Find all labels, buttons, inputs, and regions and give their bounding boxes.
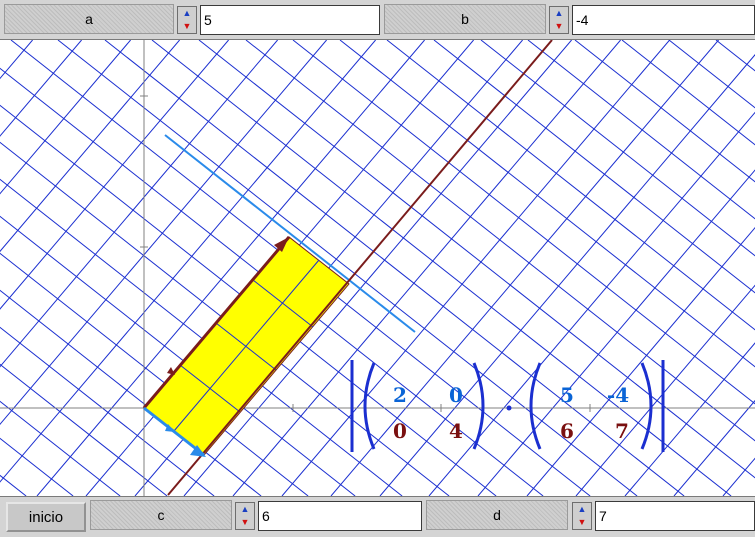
matrix-right-entry-21: 6	[560, 419, 574, 443]
grid-line	[624, 342, 755, 496]
grid-line	[673, 399, 755, 496]
grid-line	[281, 40, 670, 496]
slider-label-b: b	[384, 4, 546, 34]
label-c-text: c	[157, 507, 165, 523]
slider-label-a: a	[4, 4, 174, 34]
x-axis-ticks	[292, 404, 591, 412]
grid-line	[57, 40, 638, 496]
matrix-right-entry-12: -4	[607, 383, 629, 407]
vector-u	[142, 236, 291, 409]
spinner-b-down-icon[interactable]: ▼	[554, 21, 564, 31]
grid-line	[330, 40, 719, 496]
label-a-text: a	[85, 11, 93, 27]
transformed-grid	[0, 40, 755, 496]
grid-line	[292, 40, 755, 405]
grid-line	[527, 40, 755, 220]
grid-line	[0, 40, 180, 253]
vector-v-arrowhead-icon	[190, 445, 206, 457]
grid-line	[621, 40, 755, 146]
spinner-d[interactable]: ▲ ▼	[572, 502, 592, 530]
matrix-right-entry-22: 7	[615, 419, 629, 443]
grid-line	[574, 40, 755, 183]
matrix-right-close-paren	[640, 362, 653, 450]
input-a[interactable]: 5	[200, 5, 380, 35]
input-d[interactable]: 7	[595, 501, 755, 531]
matrix-right-open-paren	[529, 362, 542, 450]
grid-line	[0, 40, 376, 483]
input-b[interactable]: -4	[572, 5, 755, 35]
dark-transformed-line	[167, 40, 553, 496]
grid-line	[526, 226, 755, 496]
grid-line	[104, 40, 685, 496]
matrix-left-entry-21: 0	[393, 419, 407, 443]
grid-line	[0, 178, 403, 496]
grid-line	[232, 40, 621, 496]
slider-label-d: d	[426, 500, 568, 530]
grid-line	[0, 40, 229, 310]
spinner-d-up-icon[interactable]: ▲	[577, 504, 587, 514]
grid-line	[0, 40, 131, 195]
grid-line	[0, 104, 497, 496]
spinner-a[interactable]: ▲ ▼	[177, 6, 197, 34]
grid-line	[0, 215, 356, 496]
spinner-b[interactable]: ▲ ▼	[549, 6, 569, 34]
grid-line	[428, 111, 755, 496]
spinner-a-down-icon[interactable]: ▼	[182, 21, 192, 31]
matrix-left-entry-22: 4	[449, 419, 463, 443]
spinner-c-down-icon[interactable]: ▼	[240, 517, 250, 527]
grid-line	[183, 40, 572, 496]
product-dot	[506, 405, 512, 411]
grid-line	[0, 67, 544, 496]
inicio-button[interactable]: inicio	[6, 502, 86, 532]
label-d-text: d	[493, 507, 501, 523]
grid-line	[0, 326, 215, 496]
spinner-c-up-icon[interactable]: ▲	[240, 504, 250, 514]
spinner-c[interactable]: ▲ ▼	[235, 502, 255, 530]
vector-v-mid-arrow-icon	[165, 424, 175, 432]
vector-u-mid-arrow-icon	[167, 367, 175, 375]
grid-line	[0, 40, 82, 137]
grid-line	[151, 40, 732, 496]
grid-line	[198, 40, 755, 479]
matrix-left-open-paren	[363, 362, 376, 450]
grid-line	[0, 40, 278, 368]
matrix-left-entry-11: 2	[393, 383, 407, 407]
grid-line	[575, 284, 755, 496]
matrix-left-entry-12: 0	[449, 383, 463, 407]
y-axis-ticks	[140, 95, 148, 248]
grid-line	[0, 363, 168, 496]
matrix-left-close-paren	[472, 362, 485, 450]
matrix-product-expression: 2 0 0 4 5 -4 6 7	[350, 360, 665, 452]
grid-line	[0, 400, 121, 496]
parallelogram-grid-overlay	[173, 259, 320, 432]
spinner-d-down-icon[interactable]: ▼	[577, 517, 587, 527]
grid-line	[0, 437, 74, 496]
grid-line	[0, 40, 33, 80]
slider-label-c: c	[90, 500, 232, 530]
input-c[interactable]: 6	[258, 501, 422, 531]
blue-guide-line	[164, 134, 416, 333]
spinner-b-up-icon[interactable]: ▲	[554, 8, 564, 18]
grid-line	[433, 40, 755, 294]
grid-line	[379, 54, 755, 496]
grid-line	[668, 40, 755, 109]
grid-line	[386, 40, 755, 331]
spinner-a-up-icon[interactable]: ▲	[182, 8, 192, 18]
grid-line	[339, 40, 755, 368]
grid-line	[0, 40, 327, 426]
grid-line	[480, 40, 755, 257]
grid-line	[715, 40, 755, 72]
geometry-canvas[interactable]: 2 0 0 4 5 -4 6 7	[0, 40, 755, 496]
vector-u-arrowhead-icon	[274, 237, 289, 252]
matrix-right-entry-11: 5	[560, 383, 574, 407]
label-b-text: b	[461, 11, 469, 27]
grid-line	[477, 169, 755, 496]
grid-line	[245, 40, 755, 442]
grid-line	[36, 40, 425, 496]
